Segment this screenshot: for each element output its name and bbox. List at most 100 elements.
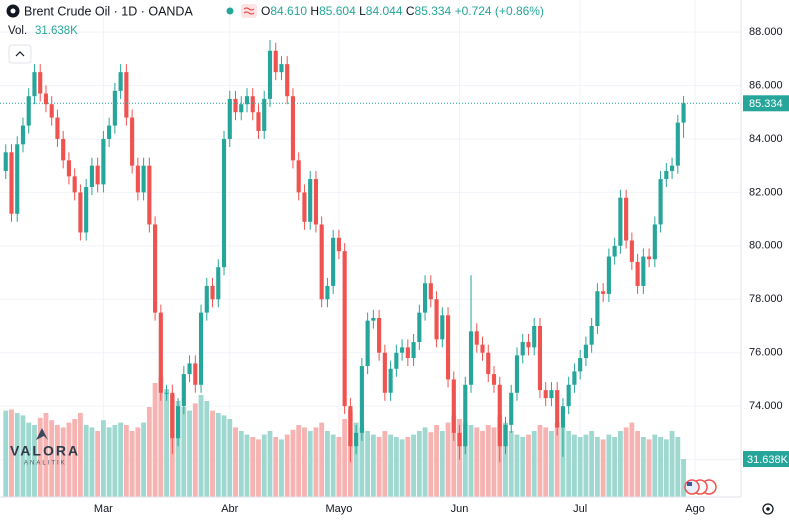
candle-body — [681, 103, 686, 123]
volume-bar — [600, 439, 606, 497]
candle-body — [428, 283, 433, 300]
volume-bar — [468, 425, 474, 497]
x-tick-label: Abr — [221, 503, 238, 515]
last-volume-label: 31.638K — [747, 454, 789, 466]
candle-body — [664, 171, 669, 180]
currency-flags — [684, 479, 717, 495]
watermark-name: VALORA — [10, 443, 80, 459]
volume-bar — [26, 422, 32, 497]
settings-button[interactable] — [762, 503, 774, 515]
volume-bar — [112, 425, 118, 497]
candle-body — [342, 251, 347, 407]
volume-bar — [313, 427, 319, 497]
candle-body — [170, 392, 175, 439]
candle-body — [313, 179, 318, 225]
candle-body — [589, 325, 594, 345]
candle-body — [417, 312, 422, 343]
volume-label: Vol. — [8, 25, 27, 37]
x-tick-label: Ago — [685, 503, 705, 515]
volume-bar — [520, 437, 526, 497]
volume-bar — [284, 434, 290, 497]
y-tick-label: 78.000 — [749, 293, 783, 305]
volume-bar — [267, 431, 273, 497]
high-value: 85.604 — [319, 4, 356, 18]
volume-bar — [439, 431, 445, 497]
candle-body — [509, 392, 514, 425]
volume-bar — [296, 425, 302, 497]
candle-body — [440, 315, 445, 340]
candle-body — [578, 358, 583, 372]
candle-body — [107, 125, 112, 139]
volume-bar — [279, 439, 284, 497]
volume-layer — [3, 377, 686, 497]
ohlc-legend: O84.610 H85.604 L84.044 C85.334 +0.724 (… — [261, 4, 544, 18]
volume-bar — [445, 422, 451, 497]
volume-bar — [210, 410, 215, 497]
candle-body — [388, 368, 393, 393]
candle-body — [336, 237, 341, 252]
volume-bar — [32, 425, 37, 497]
watermark-logo — [36, 428, 48, 440]
candle-body — [72, 176, 77, 193]
overlay-layer: 72.00074.00076.00078.00080.00082.00084.0… — [0, 26, 789, 515]
candle-body — [210, 285, 215, 300]
candle-body — [198, 312, 204, 385]
volume-bar — [60, 427, 66, 497]
watermark: VALORA ANALITIK — [10, 428, 80, 467]
close-label: C — [406, 4, 415, 18]
volume-bar — [480, 431, 485, 497]
candle-body — [147, 165, 152, 225]
volume-bar — [100, 420, 106, 497]
volume-bar — [89, 427, 95, 497]
volume-bar — [221, 415, 227, 497]
candle-body — [118, 72, 123, 91]
volume-bar — [198, 395, 204, 497]
close-value: 85.334 — [415, 4, 452, 18]
volume-bar — [491, 427, 497, 497]
candle-body — [38, 72, 43, 94]
candle-body — [331, 237, 336, 286]
volume-bar — [204, 401, 210, 497]
candle-body — [308, 179, 313, 222]
candle-body — [675, 122, 680, 166]
candle-body — [244, 96, 250, 105]
open-label: O — [261, 4, 270, 18]
volume-bar — [3, 410, 9, 497]
watermark-sub: ANALITIK — [24, 461, 67, 467]
volume-bar — [474, 427, 480, 497]
status-badge-icon — [243, 7, 255, 15]
volume-bar — [215, 413, 221, 497]
volume-bar — [66, 422, 72, 497]
y-tick-label: 86.000 — [749, 79, 783, 91]
candle-body — [526, 342, 531, 348]
candle-body — [20, 125, 26, 145]
x-tick-label: Mar — [94, 503, 113, 515]
volume-bar — [106, 427, 112, 497]
candle-body — [595, 291, 600, 326]
candle-body — [618, 197, 623, 246]
candle-body — [49, 104, 54, 118]
candle-body — [158, 312, 163, 393]
candle-body — [296, 160, 301, 193]
collapse-button[interactable] — [8, 44, 32, 64]
candle-body — [3, 152, 8, 172]
candle-body — [503, 424, 508, 447]
candle-body — [445, 315, 451, 380]
volume-bar — [428, 432, 434, 497]
candle-body — [354, 432, 359, 447]
candle-body — [141, 165, 146, 193]
volume-bar — [629, 422, 635, 497]
volume-bar — [192, 403, 198, 497]
candle-body — [629, 240, 634, 262]
candle-body — [256, 112, 261, 131]
volume-bar — [152, 383, 158, 497]
candle-body — [635, 261, 640, 286]
candle-body — [486, 352, 491, 375]
candle-body — [9, 152, 14, 214]
volume-bar — [572, 434, 577, 497]
x-tick-label: Jul — [573, 503, 587, 515]
candle-body — [566, 384, 571, 407]
candle-body — [647, 256, 652, 260]
candle-body — [423, 283, 428, 313]
